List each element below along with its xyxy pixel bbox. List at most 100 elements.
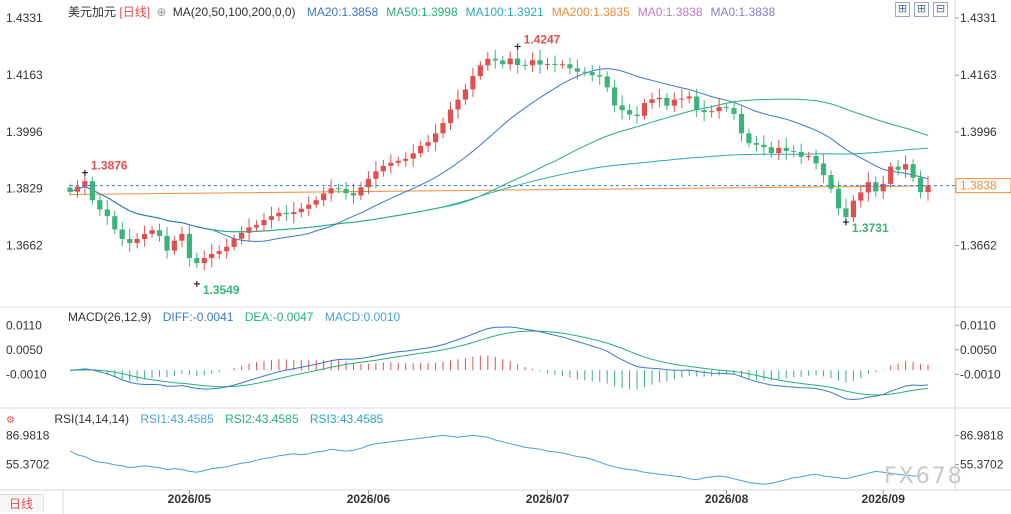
candle-body <box>776 147 782 153</box>
candle-body <box>112 216 118 230</box>
candle-body <box>873 182 879 192</box>
macd-tick-left: -0.0010 <box>6 367 47 381</box>
candle-body <box>843 208 849 218</box>
candle-body <box>74 186 80 192</box>
candle-body <box>224 246 230 252</box>
candle-body <box>679 98 685 100</box>
macd-diff: DIFF:-0.0041 <box>162 310 234 324</box>
candle-body <box>865 182 871 193</box>
settings-icon[interactable]: ⚙ <box>6 415 15 426</box>
rsi-tick-left: 86.9818 <box>6 428 50 442</box>
candle-body <box>253 225 260 228</box>
candle-body <box>716 107 722 112</box>
period-label: [日线] <box>119 5 151 19</box>
candle-body <box>328 188 334 194</box>
candle-body <box>164 235 170 251</box>
candle-body <box>209 254 215 259</box>
candle-body <box>462 89 468 100</box>
candle-body <box>365 178 371 188</box>
candle-body <box>485 58 491 66</box>
candle-body <box>574 68 580 72</box>
candle-body <box>171 240 177 251</box>
candle-body <box>276 212 282 217</box>
ma-values: MA20:1.3858 MA50:1.3998 MA100:1.3921 MA200:… <box>307 5 783 19</box>
candle-body <box>544 63 551 65</box>
candle-body <box>753 143 759 145</box>
macd-tick-left: 0.0050 <box>6 343 43 357</box>
candle-body <box>433 133 439 143</box>
current-price-value: 1.3838 <box>960 179 997 193</box>
candle-body <box>530 60 536 66</box>
candle-body <box>694 96 700 111</box>
candle-body <box>268 216 274 220</box>
price-tick-left: 1.3829 <box>6 182 43 196</box>
candle-body <box>903 164 909 170</box>
candle-body <box>567 64 573 69</box>
candle-body <box>410 153 416 159</box>
rsi-params: RSI(14,14,14) <box>54 412 130 426</box>
candle-body <box>828 175 834 189</box>
macd-tick-left: 0.0110 <box>6 318 42 332</box>
rsi-panel <box>69 434 921 485</box>
ma-value-3: MA200:1.3835 <box>551 5 630 19</box>
candle-body <box>850 200 856 218</box>
candle-body <box>895 166 901 170</box>
candle-body <box>910 164 916 178</box>
candle-body <box>701 110 707 113</box>
candle-body <box>447 109 454 124</box>
candle-body <box>134 239 140 244</box>
ma20-line <box>69 68 929 243</box>
x-axis-label: 2026/06 <box>347 492 391 506</box>
candle-body <box>142 233 148 239</box>
rsi-tick-left: 55.3702 <box>6 458 50 472</box>
macd-params: MACD(26,12,9) <box>68 310 152 324</box>
price-tick-right: 1.4331 <box>960 11 997 25</box>
candle-body <box>425 142 431 146</box>
price-tick-left: 1.3662 <box>6 238 43 252</box>
candle-body <box>798 152 804 157</box>
candle-body <box>350 193 357 196</box>
candle-body <box>388 162 394 166</box>
candle-body <box>149 230 155 234</box>
x-axis-label: 2026/07 <box>526 492 570 506</box>
rsi-line <box>69 434 921 485</box>
candle-body <box>373 171 379 179</box>
candle-body <box>559 64 565 66</box>
candle-body <box>239 232 245 239</box>
fullscreen-icon[interactable]: ⊟ <box>933 2 948 17</box>
period-tab-daily[interactable]: 日线 <box>0 494 44 512</box>
candle-body <box>291 212 297 215</box>
moving-average-lines <box>69 68 929 243</box>
price-tick-left: 1.4163 <box>6 68 43 82</box>
candle-body <box>604 76 610 88</box>
candle-body <box>522 64 528 66</box>
crosshair-icon[interactable]: ⊞ <box>895 2 910 17</box>
candle-body <box>768 147 774 153</box>
candle-body <box>612 87 618 106</box>
zoom-icon[interactable]: ⊞ <box>914 2 929 17</box>
candle-body <box>403 158 409 161</box>
toggle-icon[interactable]: ⊕ <box>156 5 167 19</box>
axis-labels: 1.4331 1.4331 1.4163 1.4163 1.3996 1.3996 1.38… <box>6 11 1004 506</box>
candle-body <box>343 189 349 194</box>
candle-body <box>186 233 192 258</box>
symbol-name: 美元加元 <box>68 5 117 19</box>
candle-body <box>89 181 95 201</box>
candle-body <box>127 239 133 244</box>
candle-body <box>440 123 446 134</box>
candle-body <box>761 144 767 148</box>
candle-body <box>746 133 752 144</box>
main-header: 美元加元 [日线] ⊕ MA(20,50,100,200,0,0) MA20:1… <box>68 3 783 20</box>
price-annotations: 1.3838 1.3876 1.4247 1.3549 1.3731 <box>70 33 1011 297</box>
candle-body <box>664 97 670 106</box>
candle-body <box>627 110 633 115</box>
macd-header: MACD(26,12,9) DIFF:-0.0041 DEA:-0.0047 M… <box>68 310 408 324</box>
candle-body <box>806 156 812 157</box>
dea-line <box>69 330 929 396</box>
extreme-label: 1.3876 <box>91 159 128 173</box>
candle-body <box>418 145 424 154</box>
candle-body <box>917 177 924 193</box>
candle-body <box>82 181 88 187</box>
ma100-line <box>69 147 929 233</box>
candle-body <box>104 209 110 217</box>
